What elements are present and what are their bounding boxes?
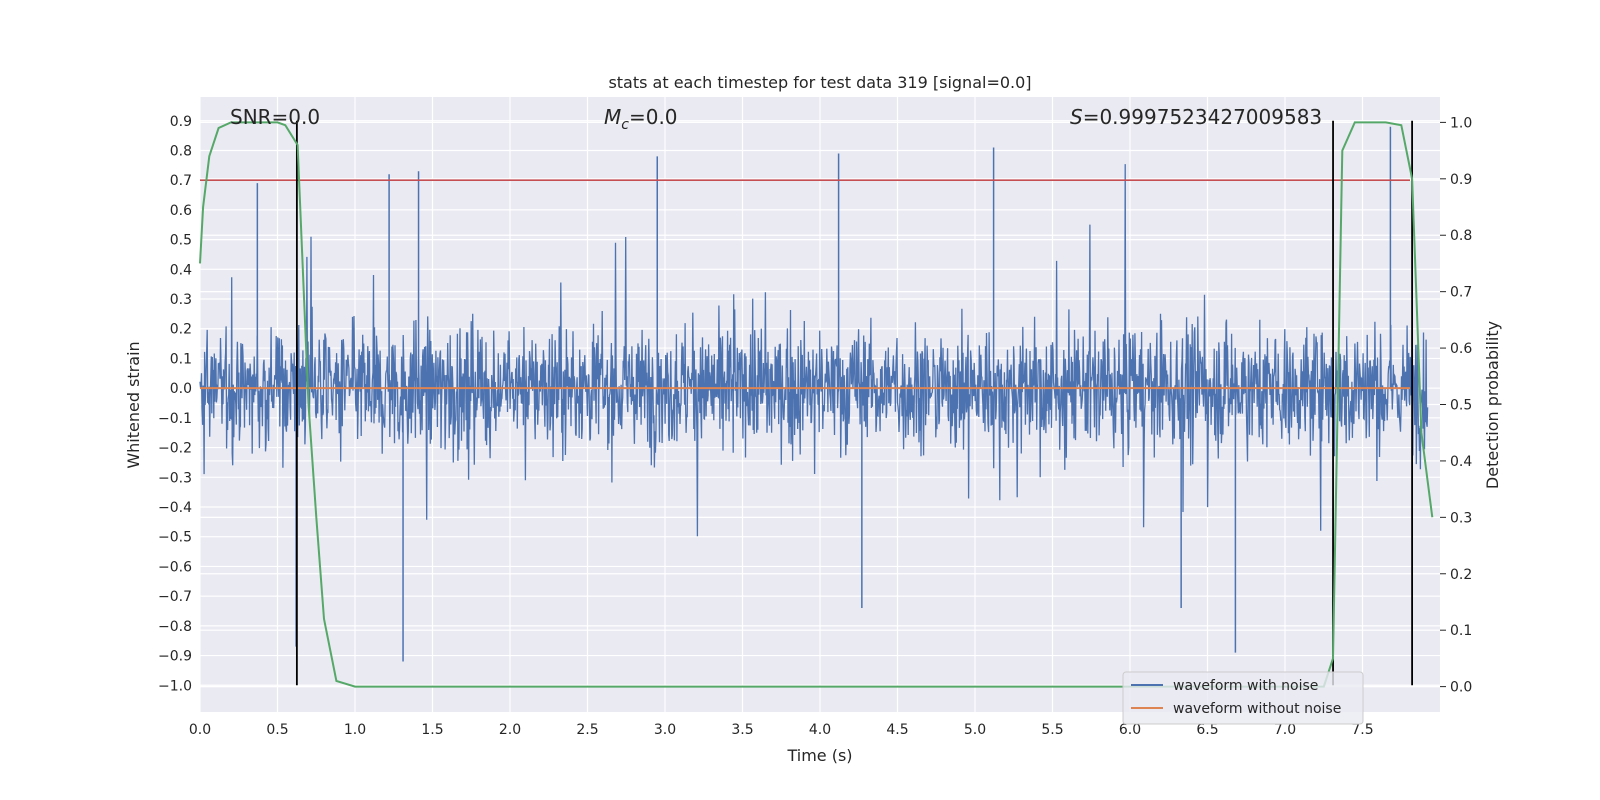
y-tick-label: −1.0 (158, 678, 192, 694)
y-tick-label: 0.2 (170, 322, 192, 338)
x-tick-label: 0.5 (266, 722, 288, 738)
x-tick-label: 2.5 (576, 722, 598, 738)
ticks: 0.0 0.5 1.0 1.5 2.0 2.5 3.0 3.5 4.0 4.5 5.0 5.5 6.0 6… (158, 114, 1472, 738)
y-tick-label: 0.7 (170, 173, 192, 189)
x-tick-label: 5.5 (1041, 722, 1063, 738)
y2-axis-label: Detection probability (1483, 321, 1502, 489)
chart-title: stats at each timestep for test data 319… (608, 73, 1031, 92)
y-tick-label: 0.6 (170, 203, 192, 219)
y2-tick-label: 0.2 (1450, 567, 1472, 583)
y-tick-label: −0.7 (158, 589, 192, 605)
x-tick-label: 6.0 (1119, 722, 1141, 738)
y2-tick-label: 0.0 (1450, 680, 1472, 696)
y2-tick-label: 0.5 (1450, 398, 1472, 414)
mc-symbol: M (604, 105, 621, 129)
y-tick-label: 0.5 (170, 233, 192, 249)
y-tick-label: −0.2 (158, 441, 192, 457)
y-tick-label: −0.6 (158, 559, 192, 575)
s-symbol: S (1070, 105, 1083, 129)
x-axis-label: Time (s) (786, 746, 852, 765)
noise-waveform-line (199, 164, 1429, 537)
x-tick-label: 4.5 (886, 722, 908, 738)
y2-tick-label: 0.6 (1450, 341, 1472, 357)
y-tick-label: −0.8 (158, 619, 192, 635)
y-tick-label: 0.9 (170, 114, 192, 130)
legend-box (1122, 671, 1364, 725)
x-tick-label: 3.5 (731, 722, 753, 738)
y2-tick-label: 0.4 (1450, 454, 1472, 470)
y-tick-label: 0.3 (170, 292, 192, 308)
y-tick-label: 0.8 (170, 143, 192, 159)
y2-tick-label: 0.1 (1450, 623, 1472, 639)
mc-subscript: c (621, 117, 629, 133)
y-tick-label: −0.4 (158, 500, 192, 516)
x-tick-label: 0.0 (189, 722, 211, 738)
y2-tick-label: 0.7 (1450, 285, 1472, 301)
x-tick-label: 4.0 (809, 722, 831, 738)
line-series (199, 120, 1434, 688)
y2-tick-label: 1.0 (1450, 115, 1472, 131)
y-tick-label: −0.9 (158, 649, 192, 665)
x-tick-label: 7.0 (1274, 722, 1296, 738)
y-axis-label: Whitened strain (124, 341, 143, 468)
y-tick-label: 0.1 (170, 351, 192, 367)
legend-label-clean: waveform without noise (1173, 701, 1341, 717)
x-tick-label: 7.5 (1351, 722, 1373, 738)
snr-annotation: SNR=0.0 (230, 105, 320, 129)
y-tick-label: 0.4 (170, 262, 192, 278)
y-tick-label: −0.5 (158, 530, 192, 546)
y2-tick-label: 0.3 (1450, 510, 1472, 526)
x-tick-label: 1.0 (344, 722, 366, 738)
mc-annotation: Mc=0.0 (604, 105, 678, 133)
x-tick-label: 5.0 (964, 722, 986, 738)
x-tick-label: 2.0 (499, 722, 521, 738)
y-tick-label: −0.3 (158, 470, 192, 486)
detection-probability-line (199, 121, 1434, 688)
x-tick-label: 1.5 (421, 722, 443, 738)
s-annotation: S=0.9997523427009583 (1070, 105, 1322, 129)
y2-tick-label: 0.9 (1450, 172, 1472, 188)
s-value: =0.9997523427009583 (1083, 105, 1322, 129)
y2-tick-label: 0.8 (1450, 228, 1472, 244)
x-tick-label: 3.0 (654, 722, 676, 738)
legend: waveform with noise waveform without noi… (1122, 671, 1364, 725)
y-tick-label: 0.0 (170, 381, 192, 397)
y-tick-label: −0.1 (158, 411, 192, 427)
mc-value: =0.0 (629, 105, 678, 129)
x-tick-label: 6.5 (1196, 722, 1218, 738)
legend-label-noise: waveform with noise (1173, 678, 1318, 694)
